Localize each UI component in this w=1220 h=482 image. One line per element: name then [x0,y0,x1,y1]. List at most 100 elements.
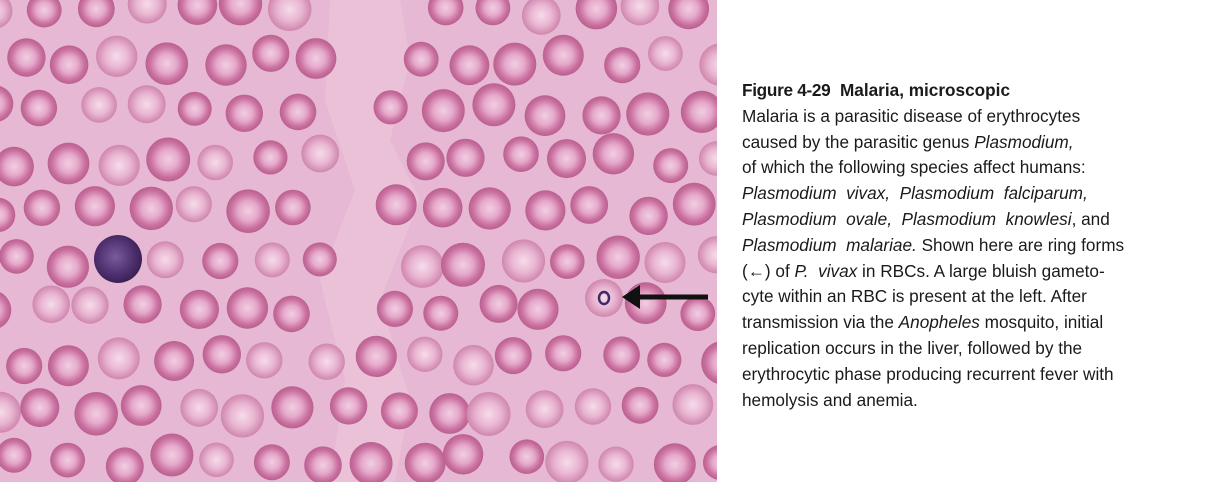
red-blood-cell [26,0,62,28]
red-blood-cell [254,242,290,278]
red-blood-cell [545,440,589,482]
red-blood-cell [542,34,584,76]
arrow-icon [622,285,708,309]
red-blood-cell [521,0,561,35]
caption-italic-text: Plasmodium vivax, Plasmodium falciparum, [742,183,1088,204]
red-blood-cell [218,0,263,26]
caption-line: cyte within an RBC is present at the lef… [742,284,1212,310]
red-blood-cell [202,242,239,280]
red-blood-cell [475,0,511,26]
caption-text: , and [1071,208,1110,229]
caption-body: Malaria is a parasitic disease of erythr… [742,104,1212,414]
red-blood-cell [699,43,717,86]
red-blood-cell [407,336,443,372]
red-blood-cell [32,285,70,324]
caption-italic-text: Plasmodium ovale, Plasmodium knowlesi [742,208,1072,229]
red-blood-cell [429,393,471,434]
red-blood-cell [127,0,167,24]
caption-line: caused by the parasitic genus Plasmodium… [742,130,1212,156]
red-blood-cell [479,284,518,323]
red-blood-cell [406,142,445,181]
red-blood-cell [177,91,212,126]
red-blood-cell [20,89,58,127]
red-blood-cell [570,186,609,224]
red-blood-cell [81,87,117,123]
red-blood-cell [449,45,490,86]
red-blood-cell [697,236,717,274]
red-blood-cell [177,0,218,25]
red-blood-cell [501,239,546,283]
red-blood-cell [295,38,337,79]
caption-line: replication occurs in the liver, followe… [742,336,1212,362]
red-blood-cell [422,187,463,228]
red-blood-cell [653,443,696,482]
red-blood-cell [74,186,115,227]
red-blood-cell [401,245,444,288]
caption-italic-text: Plasmodium malariae. [742,234,917,255]
red-blood-cell [603,336,640,374]
red-blood-cell [550,244,585,279]
red-blood-cell [596,235,640,279]
figure-number: Figure 4-29 [742,80,831,100]
red-blood-cell [273,295,310,333]
caption-line: hemolysis and anemia. [742,388,1212,414]
caption-line: erythrocytic phase producing recurrent f… [742,362,1212,388]
red-blood-cell [517,288,559,330]
caption-line: Plasmodium ovale, Plasmodium knowlesi, a… [742,207,1212,233]
red-blood-cell [225,94,263,132]
red-blood-cell [525,390,564,429]
red-blood-cell [349,442,393,482]
red-blood-cell [668,0,710,30]
red-blood-cell [575,0,618,30]
red-blood-cell [0,86,14,122]
red-blood-cell [644,242,686,283]
red-blood-cell [96,35,138,77]
red-blood-cell [0,391,21,433]
red-blood-cell [0,292,12,328]
red-blood-cell [150,433,194,477]
red-blood-cell [275,189,311,226]
caption-line: Malaria is a parasitic disease of erythr… [742,104,1212,130]
caption-line: of which the following species affect hu… [742,155,1212,181]
red-blood-cell [74,392,118,436]
caption-italic-text: Plasmodium, [974,131,1074,152]
red-blood-cell [7,38,46,77]
red-blood-cell [197,144,233,181]
caption-text: replication occurs in the liver, followe… [742,337,1083,358]
red-blood-cell [442,434,484,475]
red-blood-cell [308,343,345,380]
red-blood-cell [672,384,714,425]
gametocyte [94,235,142,283]
red-blood-cell [146,241,184,279]
red-blood-cell [127,85,166,124]
red-blood-cell [271,386,314,429]
red-blood-cell [120,385,162,426]
red-blood-cell [701,341,717,384]
red-blood-cell [129,186,173,231]
red-blood-cell [77,0,115,28]
caption-text: of which the following species affect hu… [742,157,1086,178]
caption-line: Plasmodium vivax, Plasmodium falciparum, [742,181,1212,207]
caption-text: (←) of [742,260,795,281]
red-blood-cell [105,447,144,482]
caption-text: Malaria is a parasitic disease of erythr… [742,105,1081,126]
red-blood-cell [205,44,247,86]
red-blood-cell [71,286,109,324]
caption-text: cyte within an RBC is present at the lef… [742,286,1087,307]
red-blood-cell [226,287,269,329]
red-blood-cell [154,341,195,381]
red-blood-cell [468,187,511,230]
caption-italic-text: P. vivax [794,260,858,281]
red-blood-cell [47,142,90,185]
red-blood-cell [146,137,191,182]
red-blood-cell [525,190,566,231]
red-blood-cell [375,184,417,226]
red-blood-cell [373,90,408,125]
red-blood-cell [0,197,16,232]
red-blood-cell [253,140,288,175]
red-blood-cell [653,148,689,184]
red-blood-cell [175,186,212,223]
red-blood-cell [380,392,418,430]
red-blood-cell [421,89,465,133]
red-blood-cell [453,344,494,386]
